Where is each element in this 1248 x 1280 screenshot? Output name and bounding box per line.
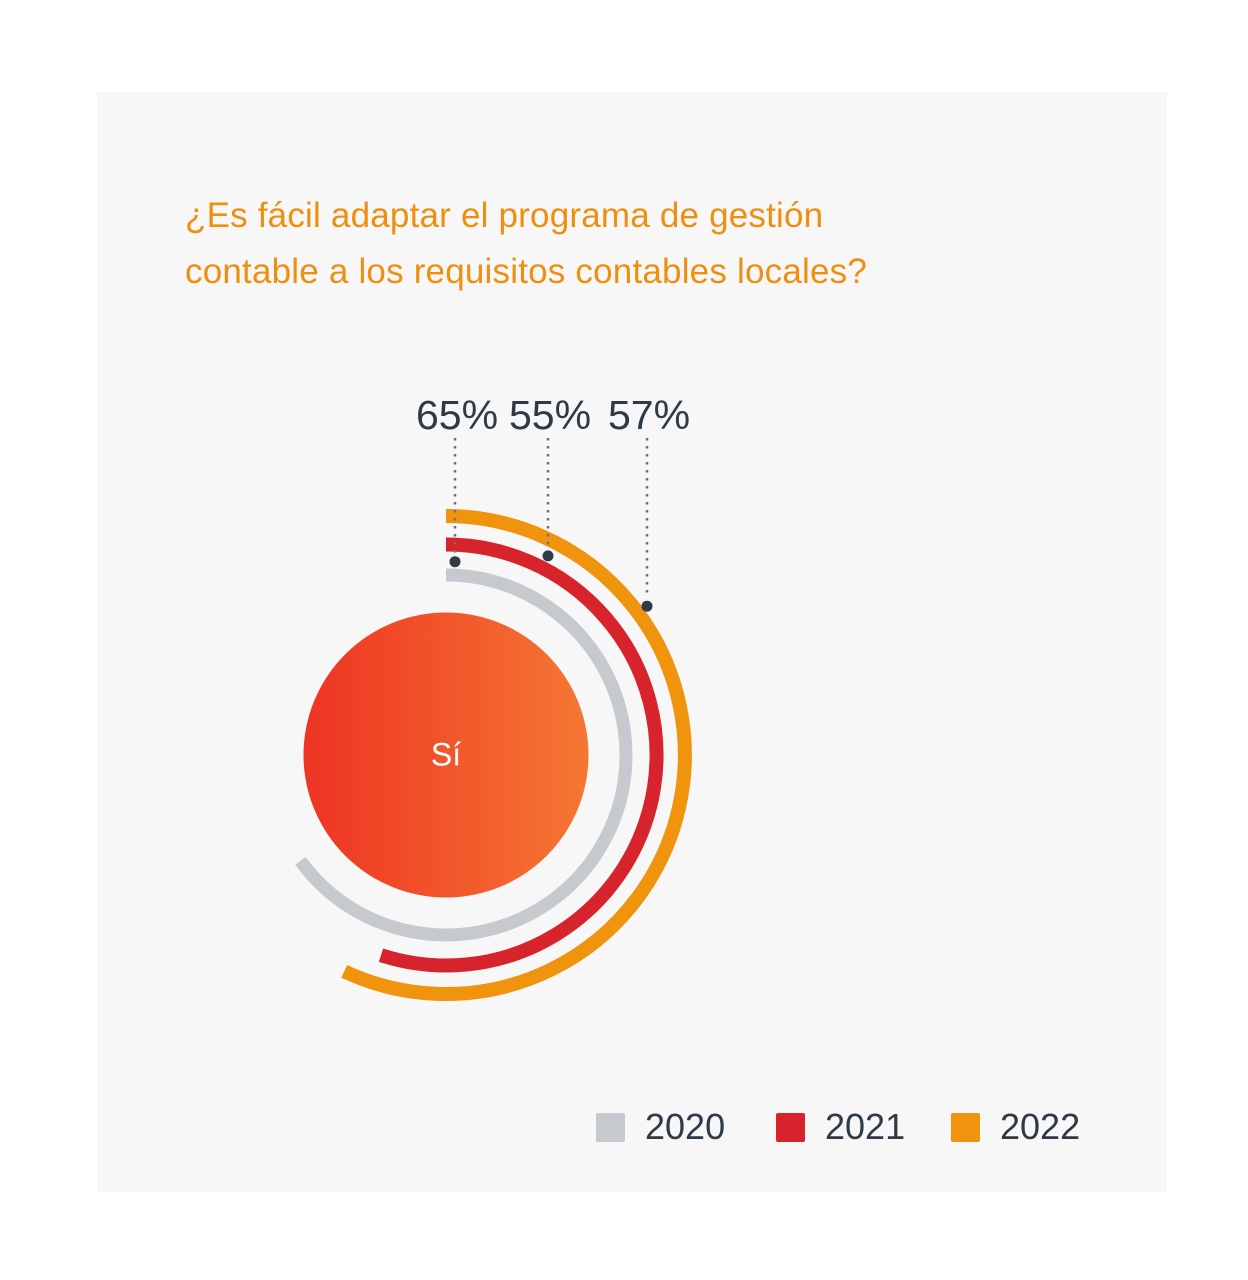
legend-swatch-2021	[776, 1112, 805, 1142]
legend-swatch-2020	[596, 1112, 625, 1142]
leader-dot-2022	[641, 600, 653, 612]
leader-dot-2021	[542, 550, 554, 562]
arc-2021	[378, 537, 664, 973]
chart-title-line2: contable a los requisitos contables loca…	[185, 252, 867, 291]
center-label: Sí	[430, 736, 462, 773]
legend-label-2021: 2021	[825, 1106, 906, 1147]
legend-item-2021: 2021	[776, 1106, 906, 1147]
value-label-2022: 57%	[607, 392, 691, 438]
arc-2020	[295, 568, 633, 942]
legend-item-2020: 2020	[596, 1106, 726, 1147]
chart-card: ¿Es fácil adaptar el programa de gestión…	[97, 92, 1167, 1192]
legend: 2020 2021 2022	[97, 1106, 1167, 1147]
center-circle	[303, 612, 589, 898]
value-label-2020: 65%	[415, 392, 499, 438]
chart-title: ¿Es fácil adaptar el programa de gestión…	[185, 188, 1085, 300]
arc-2022	[341, 509, 692, 1001]
leader-dot-2020	[449, 556, 461, 568]
value-label-2021: 55%	[508, 392, 592, 438]
legend-swatch-2022	[951, 1112, 980, 1142]
legend-label-2020: 2020	[645, 1106, 726, 1147]
legend-label-2022: 2022	[1000, 1106, 1081, 1147]
radial-bar-chart	[295, 438, 692, 1001]
legend-item-2022: 2022	[951, 1106, 1081, 1147]
chart-title-line1: ¿Es fácil adaptar el programa de gestión	[185, 196, 824, 235]
